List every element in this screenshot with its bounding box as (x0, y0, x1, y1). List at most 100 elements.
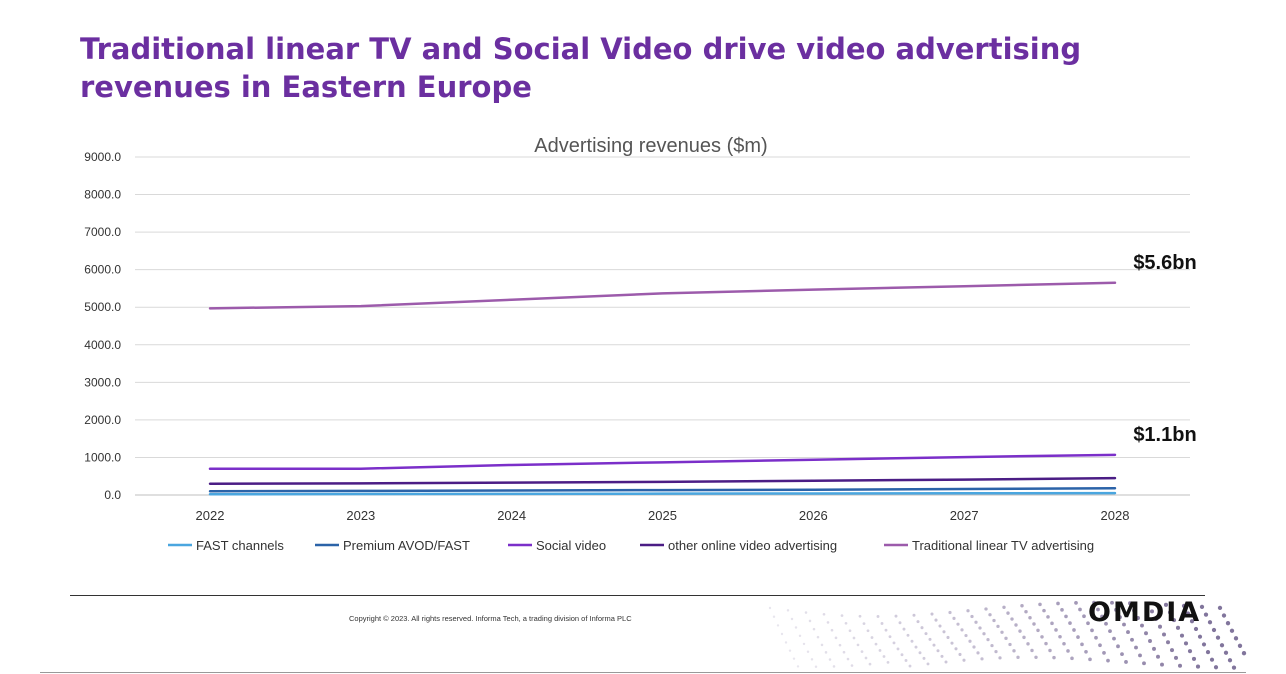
decorative-dot (1060, 608, 1064, 612)
decorative-dot (1030, 648, 1034, 653)
decorative-dot (946, 635, 950, 640)
decorative-dot (1056, 601, 1060, 606)
decorative-dot (1028, 616, 1032, 620)
decorative-dot (788, 649, 792, 652)
decorative-dot (1042, 608, 1046, 613)
decorative-dot (796, 665, 800, 668)
decorative-dot (794, 626, 798, 629)
decorative-dot (1237, 643, 1243, 648)
decorative-dot (1145, 601, 1151, 606)
decorative-dot (1171, 618, 1177, 623)
decorative-dot (810, 658, 814, 661)
decorative-dot (1018, 629, 1022, 633)
decorative-dot (864, 656, 868, 660)
decorative-dot (866, 629, 870, 633)
decorative-dot (772, 615, 776, 618)
decorative-dot (1134, 645, 1138, 650)
decorative-dot (1048, 648, 1052, 653)
decorative-dot (850, 664, 854, 667)
decorative-dot (790, 617, 794, 621)
decorative-dot (1201, 642, 1207, 647)
decorative-dot (1040, 635, 1044, 639)
decorative-dot (1010, 617, 1014, 621)
decorative-dot (1112, 636, 1116, 641)
decorative-dot (1203, 612, 1209, 617)
decorative-dot (932, 643, 936, 647)
decorative-dot (920, 626, 924, 630)
decorative-dot (1175, 625, 1181, 630)
decorative-dot (892, 641, 896, 645)
decorative-dot (1126, 630, 1130, 635)
decorative-dot (1054, 628, 1058, 632)
decorative-dot (1062, 641, 1066, 646)
decorative-dot (1106, 658, 1110, 663)
decorative-dot (966, 609, 970, 613)
decorative-dot (776, 624, 780, 627)
decorative-dot (1132, 608, 1136, 613)
decorative-dot (1116, 644, 1120, 649)
decorative-dot (1229, 628, 1235, 633)
decorative-dot (858, 614, 862, 618)
decorative-dot (802, 642, 806, 646)
decorative-dot (1088, 657, 1092, 662)
decorative-dot (992, 618, 996, 623)
legend-entry: Social video (536, 538, 606, 553)
decorative-dot (1215, 635, 1221, 640)
decorative-dot (1076, 635, 1080, 639)
decorative-dot (1221, 613, 1227, 618)
decorative-dot (798, 634, 802, 638)
decorative-dot (1012, 649, 1016, 653)
decorative-dot (950, 641, 954, 645)
decorative-dot (1191, 656, 1197, 661)
decorative-dot (900, 653, 904, 657)
decorative-dot (1183, 641, 1189, 646)
decorative-dot (820, 643, 824, 647)
y-tick-label: 9000.0 (84, 150, 121, 164)
decorative-dot (886, 661, 890, 664)
legend-entry: Premium AVOD/FAST (343, 538, 470, 553)
decorative-dot (1217, 605, 1223, 611)
decorative-dot (912, 613, 916, 617)
decorative-dot (1044, 641, 1048, 646)
decorative-dot (862, 622, 866, 626)
decorative-dot (918, 651, 922, 655)
series-line-premium-avod-fast (208, 486, 1117, 493)
decorative-dot (922, 656, 926, 660)
decorative-dot (952, 616, 956, 620)
decorative-dot (1142, 661, 1146, 666)
decorative-dot (1118, 615, 1122, 620)
decorative-dot (938, 624, 942, 628)
decorative-dot (968, 639, 972, 643)
decorative-dot (824, 651, 828, 654)
decorative-dot (1078, 607, 1082, 612)
decorative-dot (1086, 621, 1090, 626)
decorative-dot (1074, 601, 1078, 605)
y-tick-label: 3000.0 (84, 375, 121, 389)
decorative-dot (1084, 649, 1088, 654)
decorative-dot (852, 636, 856, 640)
decorative-dot (924, 632, 928, 636)
y-tick-label: 6000.0 (84, 263, 121, 277)
decorative-dot (1157, 624, 1163, 629)
decorative-dot (1034, 655, 1038, 659)
decorative-dot (1231, 665, 1237, 670)
annotation-label: $5.6bn (1133, 252, 1196, 274)
x-tick-label: 2028 (1101, 508, 1130, 523)
decorative-dot (868, 662, 872, 666)
decorative-dot (1068, 621, 1072, 625)
decorative-dot (870, 636, 874, 639)
decorative-dot (1173, 655, 1179, 660)
decorative-dot (834, 636, 838, 640)
decorative-dot (1130, 637, 1134, 642)
series-line-social-video (208, 453, 1117, 470)
decorative-dot (838, 643, 842, 647)
decorative-dot (1199, 604, 1205, 610)
decorative-dot (972, 645, 976, 649)
decorative-dot (828, 658, 832, 661)
decorative-dot (942, 630, 946, 634)
annotation-label: $1.1bn (1133, 424, 1196, 446)
decorative-dot (1213, 665, 1219, 670)
decorative-dot (962, 658, 966, 662)
x-tick-label: 2024 (497, 508, 526, 523)
